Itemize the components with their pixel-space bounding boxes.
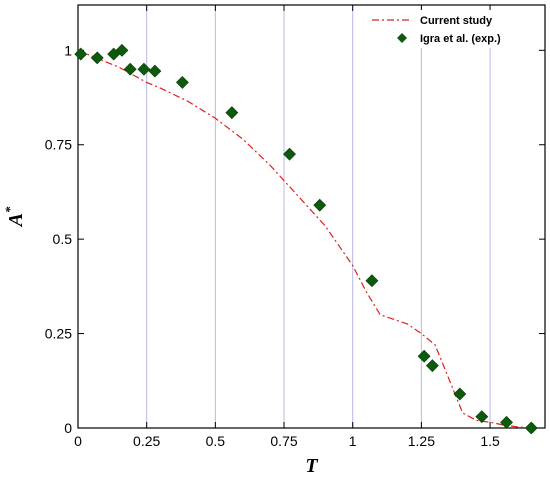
x-tick-label: 1.25 (408, 433, 435, 449)
y-axis-label: A* (2, 206, 27, 228)
data-point-igra (115, 43, 129, 57)
legend-label-current-study: Current study (420, 15, 493, 27)
data-point-igra (283, 147, 296, 161)
x-tick-label: 1 (349, 433, 357, 449)
y-tick-label: 0.5 (53, 231, 73, 247)
axis-ticks: 0 0.25 0.5 0.75 1 1.25 1.5 0 0.25 0.5 0.75 1 (45, 5, 545, 449)
y-tick-label: 0 (64, 420, 72, 436)
data-point-igra (500, 415, 513, 429)
x-tick-label: 0.5 (206, 433, 226, 449)
data-point-igra (137, 62, 151, 76)
x-tick-label: 0.25 (133, 433, 160, 449)
legend-label-igra: Igra et al. (exp.) (420, 33, 501, 45)
x-tick-label: 1.5 (480, 433, 500, 449)
data-point-igra (365, 274, 379, 288)
data-point-igra (148, 64, 162, 78)
legend: Current study Igra et al. (exp.) (368, 10, 542, 48)
y-tick-label: 0.75 (45, 137, 72, 153)
data-point-igra (225, 106, 239, 120)
y-tick-label: 1 (64, 42, 72, 58)
data-point-igra (123, 62, 137, 76)
y-tick-label: 0.25 (45, 326, 72, 342)
y-axis-label-main: A (5, 213, 27, 228)
data-point-igra (175, 75, 189, 89)
x-axis-label: T (305, 455, 318, 477)
x-tick-label: 0.75 (270, 433, 297, 449)
data-point-igra (475, 410, 489, 424)
plot-frame (77, 4, 546, 429)
y-axis-label-superscript: * (2, 206, 17, 213)
grid-lines (146, 5, 491, 428)
data-point-igra (74, 47, 88, 61)
data-point-igra (90, 51, 104, 65)
series-layer (74, 43, 538, 435)
data-point-igra (425, 359, 439, 373)
data-point-igra (453, 387, 467, 401)
x-tick-label: 0 (74, 433, 82, 449)
legend-diamond-swatch (397, 33, 407, 43)
data-point-igra (313, 198, 327, 212)
legend-box (368, 10, 542, 48)
series-line-current-study (77, 49, 532, 429)
data-point-igra (417, 349, 431, 363)
data-point-igra (524, 421, 538, 435)
